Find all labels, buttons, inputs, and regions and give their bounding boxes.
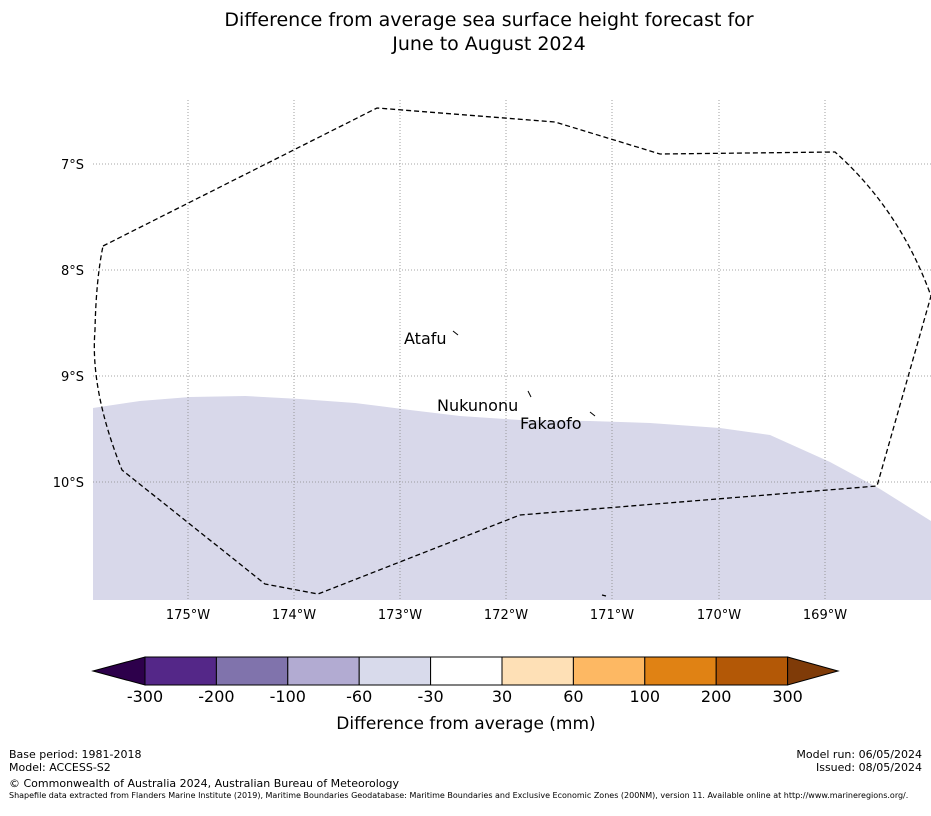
eez-boundary [93,107,931,595]
model-run: Model run: 06/05/2024 [796,748,922,761]
lon-label-171w: 171°W [590,608,634,623]
nukunonu-islet [527,390,532,398]
lon-label-170w: 170°W [697,608,741,623]
model-name: Model: ACCESS-S2 [9,761,111,774]
base-period: Base period: 1981-2018 [9,748,142,761]
chart-title: Difference from average sea surface heig… [0,8,931,56]
atafu-islet [452,330,459,336]
colorbar-tick: -200 [198,687,234,706]
gridlines [93,100,931,600]
lon-label-174w: 174°W [272,608,316,623]
colorbar-tick: -60 [346,687,372,706]
issued-date: Issued: 08/05/2024 [815,761,922,774]
colorbar-segment [430,656,503,686]
colorbar [91,656,840,686]
colorbar-tick: -30 [418,687,444,706]
lon-label-175w: 175°W [166,608,210,623]
title-line-1: Difference from average sea surface heig… [224,9,754,31]
colorbar-segment [358,656,432,686]
lon-label-169w: 169°W [803,608,847,623]
colorbar-segment [215,656,289,686]
colorbar-segment [144,656,217,686]
colorbar-segment [501,656,574,686]
lat-label-8s: 8°S [61,264,84,279]
colorbar-tick: -300 [127,687,163,706]
colorbar-tick: 300 [772,687,803,706]
place-nukunonu: Nukunonu [437,396,518,415]
place-atafu: Atafu [404,329,447,348]
colorbar-tick: 30 [492,687,512,706]
shapefile-note: Shapefile data extracted from Flanders M… [9,791,909,800]
lat-label-9s: 9°S [61,370,84,385]
place-fakaofo: Fakaofo [520,414,582,433]
title-line-2: June to August 2024 [392,33,586,55]
lat-label-7s: 7°S [61,158,84,173]
colorbar-high-extension [787,656,840,686]
colorbar-tick: 100 [630,687,661,706]
islet-mark [601,594,607,597]
colorbar-segment [644,656,717,686]
lat-label-10s: 10°S [53,476,84,491]
colorbar-tick: 200 [701,687,732,706]
colorbar-segment [287,656,360,686]
shaded-region [93,396,931,600]
copyright: © Commonwealth of Australia 2024, Austra… [9,777,399,790]
colorbar-low-extension [91,656,146,686]
colorbar-label: Difference from average (mm) [336,714,595,734]
colorbar-segment [572,656,646,686]
fakaofo-islet [589,411,596,417]
lon-label-172w: 172°W [484,608,528,623]
colorbar-tick: -100 [270,687,306,706]
lon-label-173w: 173°W [378,608,422,623]
colorbar-tick: 60 [563,687,583,706]
colorbar-segment [715,656,789,686]
